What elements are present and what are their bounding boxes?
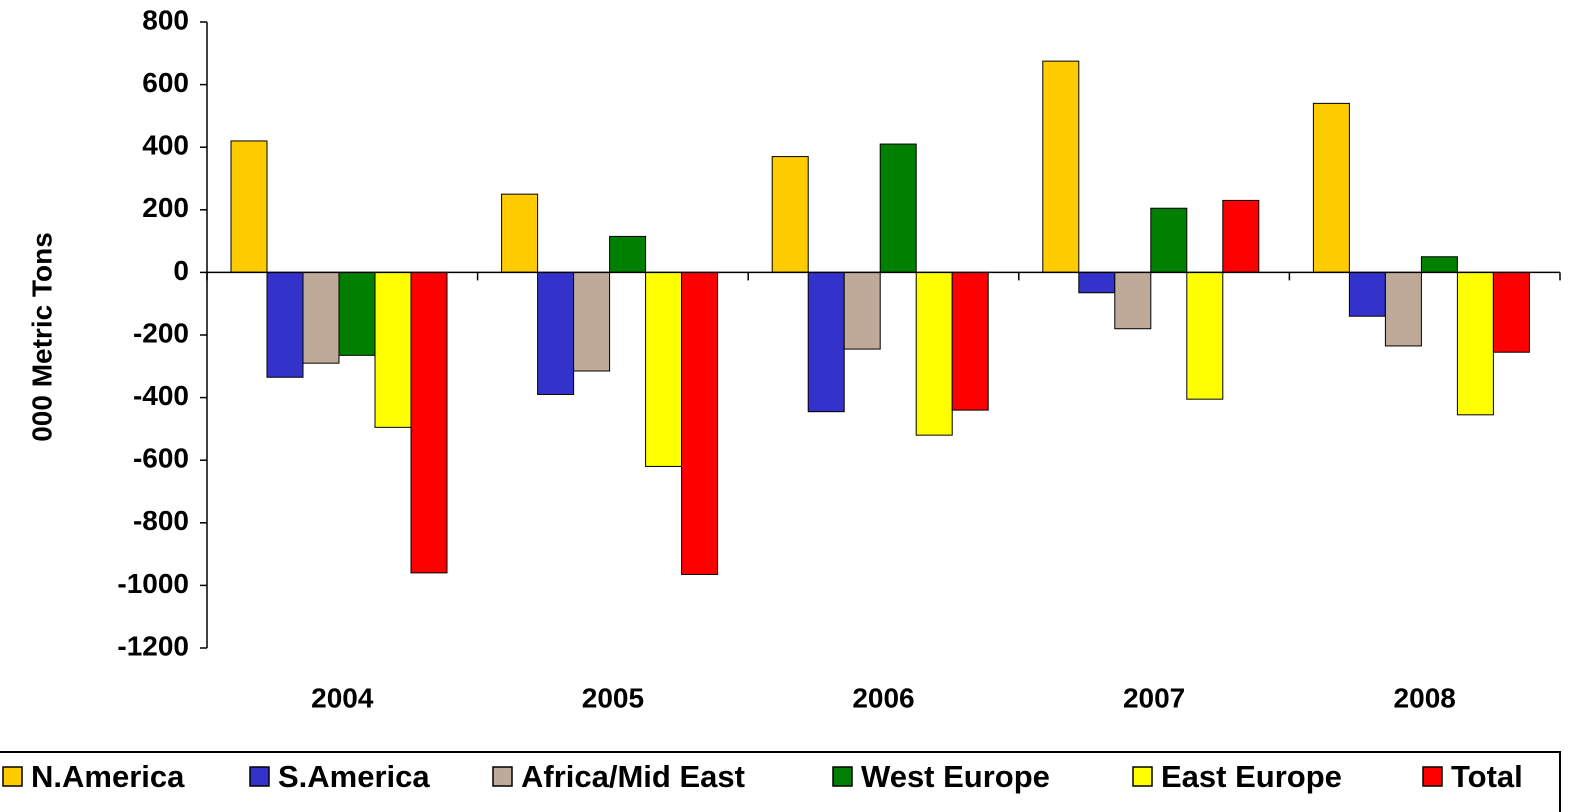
bar-africa-mid-east-2007 [1114,271,1152,330]
y-axis-title: 000 Metric Tons [26,232,57,442]
bar-west-europe-2004 [338,271,376,356]
y-tick-label: -1000 [117,568,189,599]
bar-total-2006 [951,271,989,411]
y-tick-label: -400 [133,380,189,411]
bar-n-america-2006 [771,156,809,273]
y-tick-label: -800 [133,505,189,536]
legend-swatch [492,766,513,787]
bar-total-2004 [410,271,448,574]
legend-label: East Europe [1161,759,1342,794]
bar-n-america-2007 [1042,60,1080,273]
bar-east-europe-2008 [1456,271,1494,416]
bar-east-europe-2004 [374,271,412,428]
bar-west-europe-2005 [609,235,647,273]
legend-swatch [1132,766,1153,787]
bar-africa-mid-east-2005 [573,271,611,372]
bars [230,60,1530,575]
y-tick-label: 0 [173,255,189,286]
bar-africa-mid-east-2004 [302,271,340,364]
y-tick-label: 600 [142,67,189,98]
bar-west-europe-2007 [1150,207,1188,273]
x-category-label: 2007 [1123,682,1185,713]
legend-label: Africa/Mid East [521,759,745,794]
legend-swatch [2,766,23,787]
bar-s-america-2007 [1078,271,1116,294]
bar-s-america-2006 [807,271,845,413]
y-tick-label: -600 [133,443,189,474]
bar-n-america-2008 [1312,102,1350,273]
legend: N.America S.America Africa/Mid East West Eu… [0,751,1561,812]
legend-label: S.America [278,759,430,794]
bar-west-europe-2008 [1420,256,1458,273]
bar-africa-mid-east-2006 [843,271,881,350]
bar-total-2007 [1222,199,1260,273]
legend-swatch [832,766,853,787]
y-axis: 800 600 400 200 0 -200 -400 -600 -800 -1000 -1200 [117,4,208,661]
x-axis: 2004 2005 2006 2007 2008 [206,271,1561,713]
bar-s-america-2008 [1348,271,1386,317]
bar-s-america-2005 [537,271,575,395]
y-tick-label: -1200 [117,630,189,661]
x-category-label: 2008 [1394,682,1456,713]
x-category-label: 2004 [311,682,374,713]
bar-n-america-2005 [501,193,539,273]
legend-label: West Europe [861,759,1050,794]
x-category-label: 2005 [582,682,644,713]
legend-swatch [1422,766,1443,787]
legend-label: N.America [31,759,185,794]
bar-east-europe-2005 [645,271,683,467]
y-tick-label: 800 [142,4,189,35]
y-tick-label: -200 [133,317,189,348]
bar-east-europe-2006 [915,271,953,436]
bar-africa-mid-east-2008 [1384,271,1422,347]
y-tick-label: 400 [142,130,189,161]
bar-n-america-2004 [230,140,268,273]
bar-west-europe-2006 [879,143,917,273]
legend-swatch [249,766,270,787]
y-tick-label: 200 [142,192,189,223]
bar-total-2008 [1492,271,1530,353]
bar-s-america-2004 [266,271,304,378]
bar-total-2005 [681,271,719,575]
bar-east-europe-2007 [1186,271,1224,400]
x-category-label: 2006 [852,682,914,713]
legend-label: Total [1451,759,1523,794]
